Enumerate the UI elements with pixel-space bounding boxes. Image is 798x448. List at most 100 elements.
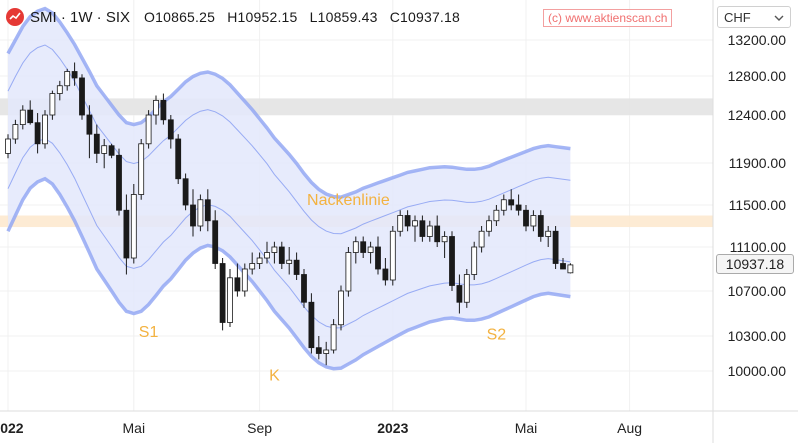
candle-body — [19, 109, 26, 125]
candle-body — [167, 119, 174, 140]
candle-body — [56, 85, 63, 94]
x-tick-label: Mai — [123, 420, 146, 436]
currency-select[interactable]: CHF — [717, 6, 791, 28]
band-lower-outer — [6, 176, 571, 371]
candle-body — [182, 178, 189, 206]
candle-body — [160, 99, 167, 121]
candle-body — [463, 274, 470, 303]
candle-body — [530, 215, 537, 227]
candle-body — [256, 257, 263, 264]
candle-body — [419, 220, 426, 237]
candle-body — [293, 259, 300, 275]
y-tick-label: 11100.00 — [730, 239, 787, 255]
high-value: H10952.15 — [227, 9, 298, 25]
candle-body — [500, 199, 507, 211]
candle-body — [560, 263, 566, 270]
candle-body — [315, 347, 322, 354]
candle-body — [412, 220, 418, 227]
candle-body — [508, 199, 515, 206]
candle-body — [42, 114, 48, 145]
chevron-down-icon — [774, 10, 784, 25]
candle-body — [456, 285, 463, 303]
candle-body — [278, 246, 285, 264]
y-tick-label: 11500.00 — [729, 197, 787, 213]
candle-body — [301, 274, 307, 303]
band-lower-inner — [7, 137, 571, 329]
candle-body — [537, 215, 544, 237]
candle-body — [264, 252, 270, 259]
band-fill — [8, 8, 571, 369]
annotations: Nackenlinie S1 K S2 — [139, 192, 506, 384]
candle-body — [345, 252, 352, 292]
candle-body — [219, 263, 226, 323]
candle-body — [71, 71, 78, 79]
y-tick-label: 12800.00 — [728, 68, 787, 84]
candle-body — [64, 71, 71, 87]
candle-body — [486, 220, 492, 232]
candle-body — [493, 209, 500, 222]
candle-body — [153, 99, 159, 116]
candle-body — [101, 145, 108, 154]
candle-body — [567, 264, 574, 274]
bollinger-bands — [6, 6, 571, 371]
logo-icon — [6, 8, 24, 26]
candle-body — [204, 199, 211, 222]
y-tick-label: 11900.00 — [729, 155, 787, 171]
low-value: L10859.43 — [309, 9, 378, 25]
x-tick-label: Aug — [617, 420, 642, 436]
candle-body — [323, 349, 330, 354]
candle-body — [441, 236, 448, 243]
candle-body — [130, 194, 137, 259]
candle-body — [138, 143, 145, 195]
candle-body — [271, 246, 278, 253]
y-tick-label: 13200.00 — [728, 32, 787, 48]
y-tick-label: 10700.00 — [728, 283, 787, 299]
annotation-nackenlinie: Nackenlinie — [307, 192, 390, 209]
annotation-s1: S1 — [139, 324, 159, 341]
candle-body — [360, 241, 367, 253]
watermark: (c) www.aktienscan.ch — [543, 9, 673, 27]
candle-body — [308, 301, 315, 349]
candle-body — [108, 145, 115, 156]
candle-body — [478, 230, 485, 248]
candle-body — [389, 230, 396, 281]
x-tick-label: 2022 — [0, 420, 24, 436]
candle-body — [79, 77, 85, 116]
candle-body — [449, 236, 455, 286]
candle-body — [426, 225, 433, 237]
y-tick-label: 10000.00 — [728, 363, 787, 379]
candle-body — [93, 133, 100, 154]
candle-body — [241, 268, 248, 292]
candle-body — [86, 114, 93, 135]
candle-body — [175, 138, 182, 180]
candle-body — [5, 138, 11, 154]
candle-body — [404, 215, 411, 227]
ohlc-readout: O10865.25 H10952.15 L10859.43 C10937.18 — [144, 9, 468, 25]
candle-body — [434, 225, 441, 243]
last-price-tag: 10937.18 — [716, 254, 794, 274]
candle-body — [212, 220, 219, 264]
y-tick-label: 10300.00 — [728, 328, 787, 344]
candle-body — [27, 109, 34, 124]
candle-body — [12, 124, 19, 140]
currency-label: CHF — [724, 9, 751, 25]
candle-body — [375, 246, 381, 270]
open-value: O10865.25 — [144, 9, 216, 25]
candle-body — [190, 204, 196, 227]
candle-body — [367, 246, 374, 253]
candle-body — [471, 246, 478, 275]
candle-body — [382, 268, 389, 281]
candle-body — [227, 277, 233, 323]
candle-body — [338, 290, 344, 326]
close-value: C10937.18 — [389, 9, 460, 25]
annotation-k: K — [269, 367, 280, 384]
candle-body — [523, 209, 529, 227]
band-upper-outer — [6, 6, 571, 199]
chart-title: SMI · 1W · SIX O10865.25 H10952.15 L1085… — [6, 6, 468, 28]
candle-body — [397, 215, 404, 232]
x-tick-label: Mai — [515, 420, 538, 436]
candle-body — [49, 93, 56, 116]
candles — [5, 62, 574, 366]
